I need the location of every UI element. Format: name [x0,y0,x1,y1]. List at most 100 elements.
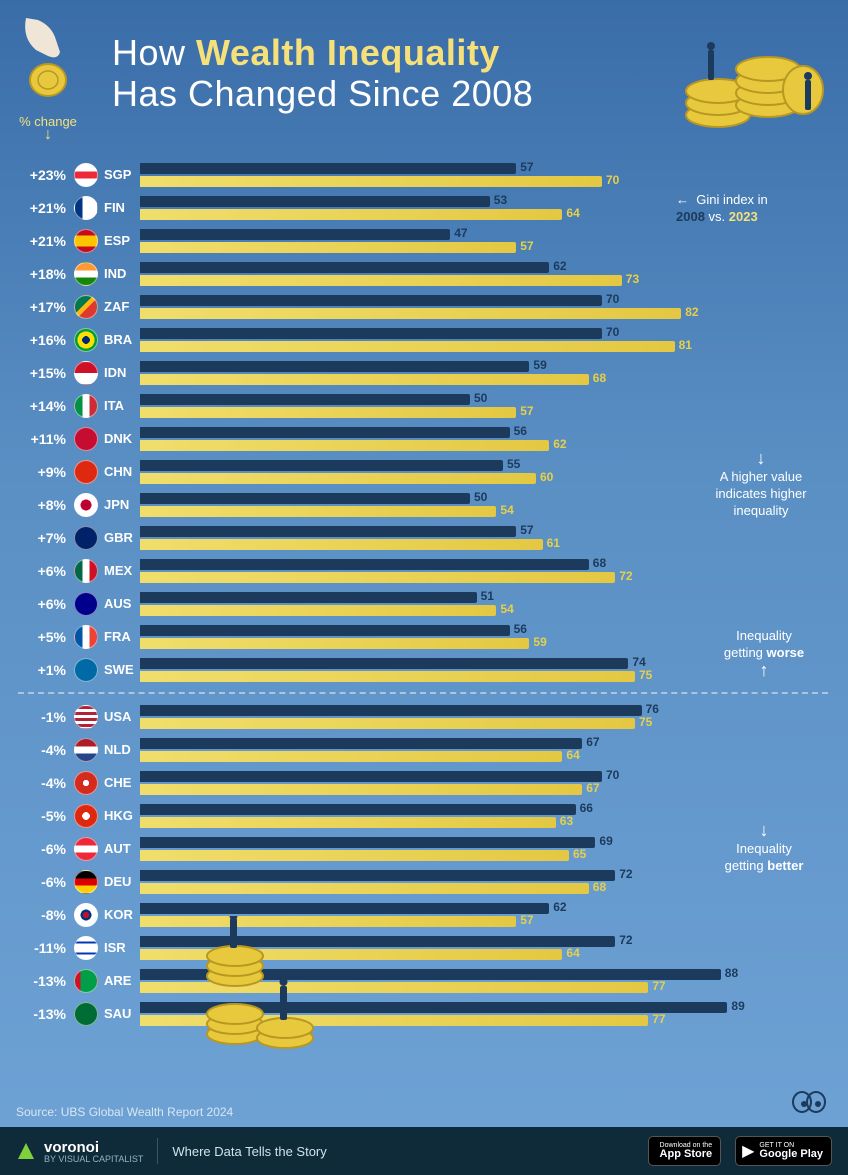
country-code-label: HKG [104,808,140,823]
bar-2023 [140,473,536,484]
country-flag-icon [74,361,98,385]
bar-group: 5770 [140,161,828,189]
bar-2023 [140,817,556,828]
appstore-button[interactable]: Download on theApp Store [648,1136,722,1166]
bar-2008 [140,163,516,174]
bar-2008 [140,460,503,471]
footer-bar: voronoi BY VISUAL CAPITALIST Where Data … [0,1127,848,1175]
bar-group: 5761 [140,524,828,552]
value-2008-label: 62 [553,259,566,273]
bar-2008 [140,526,516,537]
country-flag-icon [74,870,98,894]
value-2023-label: 57 [520,913,533,927]
country-code-label: ZAF [104,299,140,314]
bar-2008 [140,804,576,815]
value-2008-label: 69 [599,834,612,848]
value-2008-label: 62 [553,900,566,914]
googleplay-button[interactable]: ▶ GET IT ONGoogle Play [735,1136,832,1166]
gini-bar-chart: +23%SGP5770+21%FIN5364+21%ESP4757+18%IND… [18,158,828,1030]
pct-change-label: -13% [18,1006,66,1022]
country-code-label: IDN [104,365,140,380]
value-2008-label: 50 [474,391,487,405]
bar-group: 7675 [140,703,828,731]
tagline: Where Data Tells the Story [172,1144,326,1159]
bar-group: 7082 [140,293,828,321]
value-2008-label: 74 [632,655,645,669]
country-flag-icon [74,163,98,187]
bar-2008 [140,229,450,240]
value-2023-label: 75 [639,715,652,729]
bar-2023 [140,572,615,583]
country-code-label: DEU [104,874,140,889]
country-code-label: CHN [104,464,140,479]
country-flag-icon [74,1002,98,1026]
value-2023-label: 54 [500,602,513,616]
value-2008-label: 70 [606,768,619,782]
bar-group: 4757 [140,227,828,255]
country-flag-icon [74,460,98,484]
value-2008-label: 66 [580,801,593,815]
country-flag-icon [74,936,98,960]
chart-title: How Wealth Inequality Has Changed Since … [112,32,533,115]
value-2023-label: 64 [566,206,579,220]
country-code-label: MEX [104,563,140,578]
play-icon: ▶ [742,1141,754,1161]
bar-2008 [140,592,477,603]
bar-2023 [140,671,635,682]
bar-group: 67 64 [140,736,828,764]
bar-2008 [140,705,642,716]
country-flag-icon [74,837,98,861]
country-code-label: NLD [104,742,140,757]
country-row: -4% NLD 67 64 [18,733,828,766]
country-code-label: ISR [104,940,140,955]
bar-group: 5057 [140,392,828,420]
value-2008-label: 67 [586,735,599,749]
country-row: +21%ESP4757 [18,224,828,257]
bar-2008 [140,196,490,207]
value-2023-label: 81 [679,338,692,352]
pct-change-label: +17% [18,299,66,315]
value-2023-label: 54 [500,503,513,517]
value-2023-label: 60 [540,470,553,484]
bar-2023 [140,539,543,550]
country-code-label: IND [104,266,140,281]
country-row: +6%AUS5154 [18,587,828,620]
country-flag-icon [74,229,98,253]
bar-2008 [140,328,602,339]
better-annotation: ↓ Inequality getting better [704,822,824,875]
country-row: -8%KOR6257 [18,898,828,931]
value-2023-label: 77 [652,979,665,993]
value-2023-label: 64 [566,748,579,762]
country-flag-icon [74,262,98,286]
pct-change-label: +5% [18,629,66,645]
country-flag-icon [74,394,98,418]
country-flag-icon [74,295,98,319]
pct-change-label: -1% [18,709,66,725]
value-2023-label: 59 [533,635,546,649]
bar-group: 7081 [140,326,828,354]
value-2008-label: 72 [619,933,632,947]
hand-coin-illustration [18,18,78,98]
bar-2023 [140,506,496,517]
worse-annotation: Inequality getting worse ↑ [704,628,824,681]
pct-change-label: +23% [18,167,66,183]
bar-2023 [140,883,589,894]
voronoi-icon [16,1141,36,1161]
pct-change-label: -4% [18,742,66,758]
bar-2023 [140,308,681,319]
country-flag-icon [74,658,98,682]
pct-change-label: -11% [18,940,66,956]
legend-annotation: ← Gini index in 2008 vs. 2023 [676,192,826,226]
bar-group: 5968 [140,359,828,387]
bar-2023 [140,440,549,451]
country-code-label: SAU [104,1006,140,1021]
bar-2008 [140,738,582,749]
value-2023-label: 62 [553,437,566,451]
pct-change-label: +8% [18,497,66,513]
country-code-label: SGP [104,167,140,182]
bar-2008 [140,903,549,914]
bar-2023 [140,341,675,352]
country-row: -1%USA7675 [18,700,828,733]
bar-2023 [140,638,529,649]
country-code-label: ARE [104,973,140,988]
